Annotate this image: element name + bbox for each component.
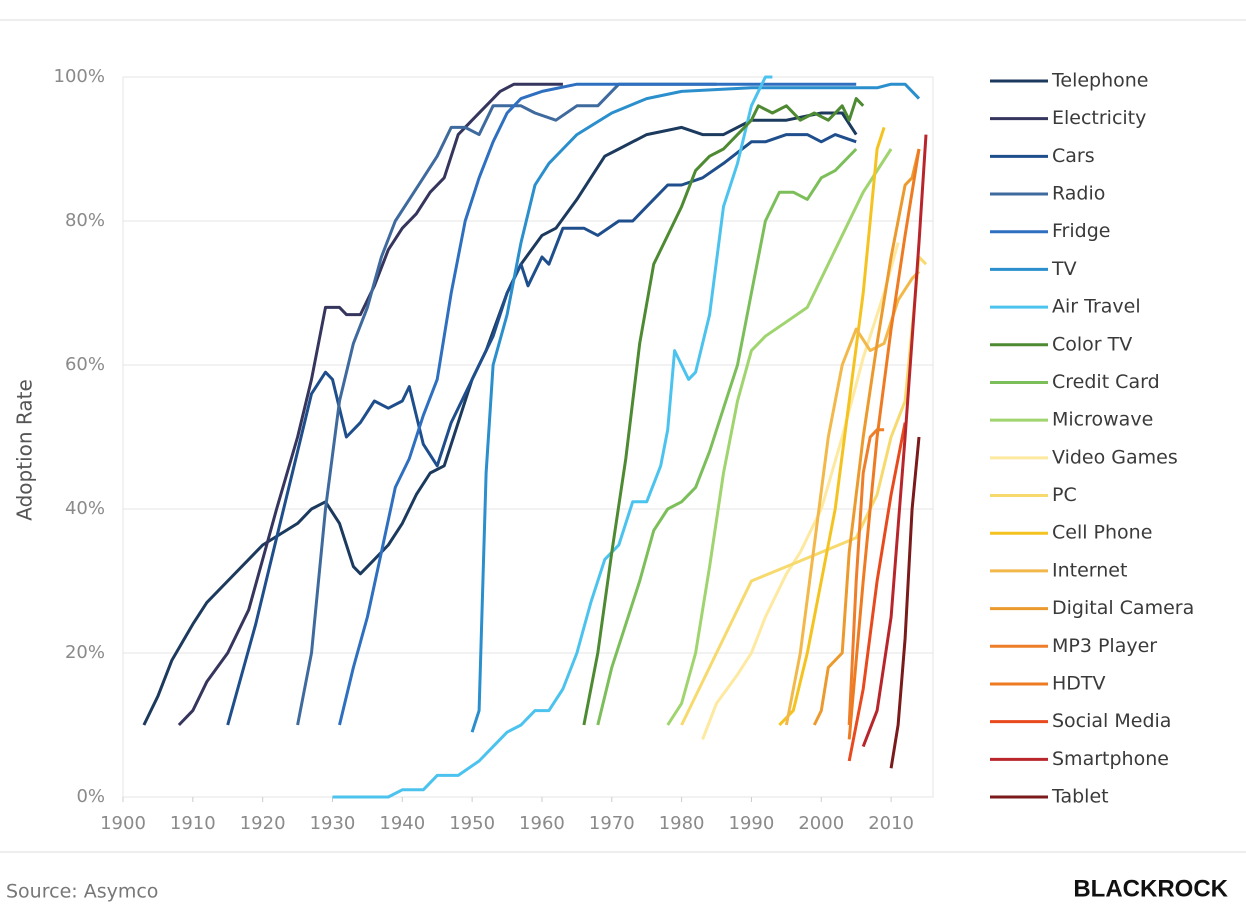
series-line <box>596 147 858 726</box>
series-line <box>177 82 563 727</box>
series-line <box>889 436 921 769</box>
series-line <box>861 134 928 748</box>
legend-label: Electricity <box>1052 107 1146 129</box>
legend-label: HDTV <box>1052 672 1106 694</box>
legend-label: Video Games <box>1052 446 1178 468</box>
x-tick-label: 1920 <box>240 813 286 834</box>
legend-label: Air Travel <box>1052 296 1141 318</box>
legend-label: Cars <box>1052 145 1095 167</box>
series-line <box>142 111 858 726</box>
y-tick-label: 100% <box>54 66 105 87</box>
x-tick-label: 1980 <box>659 813 705 834</box>
y-axis-label: Adoption Rate <box>13 379 37 520</box>
y-tick-label: 80% <box>65 210 105 231</box>
x-tick-label: 1950 <box>449 813 495 834</box>
y-tick-label: 20% <box>65 642 105 663</box>
x-tick-label: 1910 <box>170 813 216 834</box>
x-tick-label: 2000 <box>798 813 844 834</box>
series-line <box>784 270 921 726</box>
x-tick-label: 2010 <box>868 813 914 834</box>
x-tick-label: 1940 <box>379 813 425 834</box>
series-line <box>847 148 921 740</box>
y-tick-label: 40% <box>65 498 105 519</box>
x-tick-label: 1930 <box>310 813 356 834</box>
legend-label: Credit Card <box>1052 371 1160 393</box>
series-line <box>778 126 886 727</box>
legend-label: Fridge <box>1052 220 1110 242</box>
series-line <box>812 148 921 726</box>
legend-label: Cell Phone <box>1052 522 1152 544</box>
x-tick-label: 1960 <box>519 813 565 834</box>
legend-label: MP3 Player <box>1052 635 1157 657</box>
logo: BLACKROCK <box>1073 875 1228 902</box>
legend-label: Tablet <box>1051 786 1109 808</box>
x-tick-label: 1970 <box>589 813 635 834</box>
y-tick-label: 60% <box>65 354 105 375</box>
y-tick-label: 0% <box>76 786 105 807</box>
series-line <box>338 82 857 726</box>
series-line <box>470 82 921 733</box>
series-line <box>582 97 865 726</box>
legend-label: Color TV <box>1052 333 1132 355</box>
series-line <box>332 75 773 799</box>
x-tick-label: 1990 <box>729 813 775 834</box>
series-line <box>701 242 900 740</box>
legend-label: TV <box>1051 258 1077 280</box>
x-tick-label: 1900 <box>100 813 146 834</box>
source: Source: Asymco <box>6 881 158 903</box>
legend-label: Radio <box>1052 183 1105 205</box>
legend-label: Smartphone <box>1052 748 1169 770</box>
series-line <box>666 148 893 726</box>
legend-label: Social Media <box>1052 710 1171 732</box>
series-line <box>847 422 907 762</box>
plot-frame <box>122 76 934 798</box>
legend-label: Microwave <box>1052 409 1153 431</box>
legend-label: Internet <box>1052 559 1127 581</box>
legend-label: Digital Camera <box>1052 597 1194 619</box>
legend-label: Telephone <box>1051 70 1149 92</box>
series-line <box>226 133 857 726</box>
series-line <box>296 82 717 726</box>
legend-label: PC <box>1052 484 1077 506</box>
